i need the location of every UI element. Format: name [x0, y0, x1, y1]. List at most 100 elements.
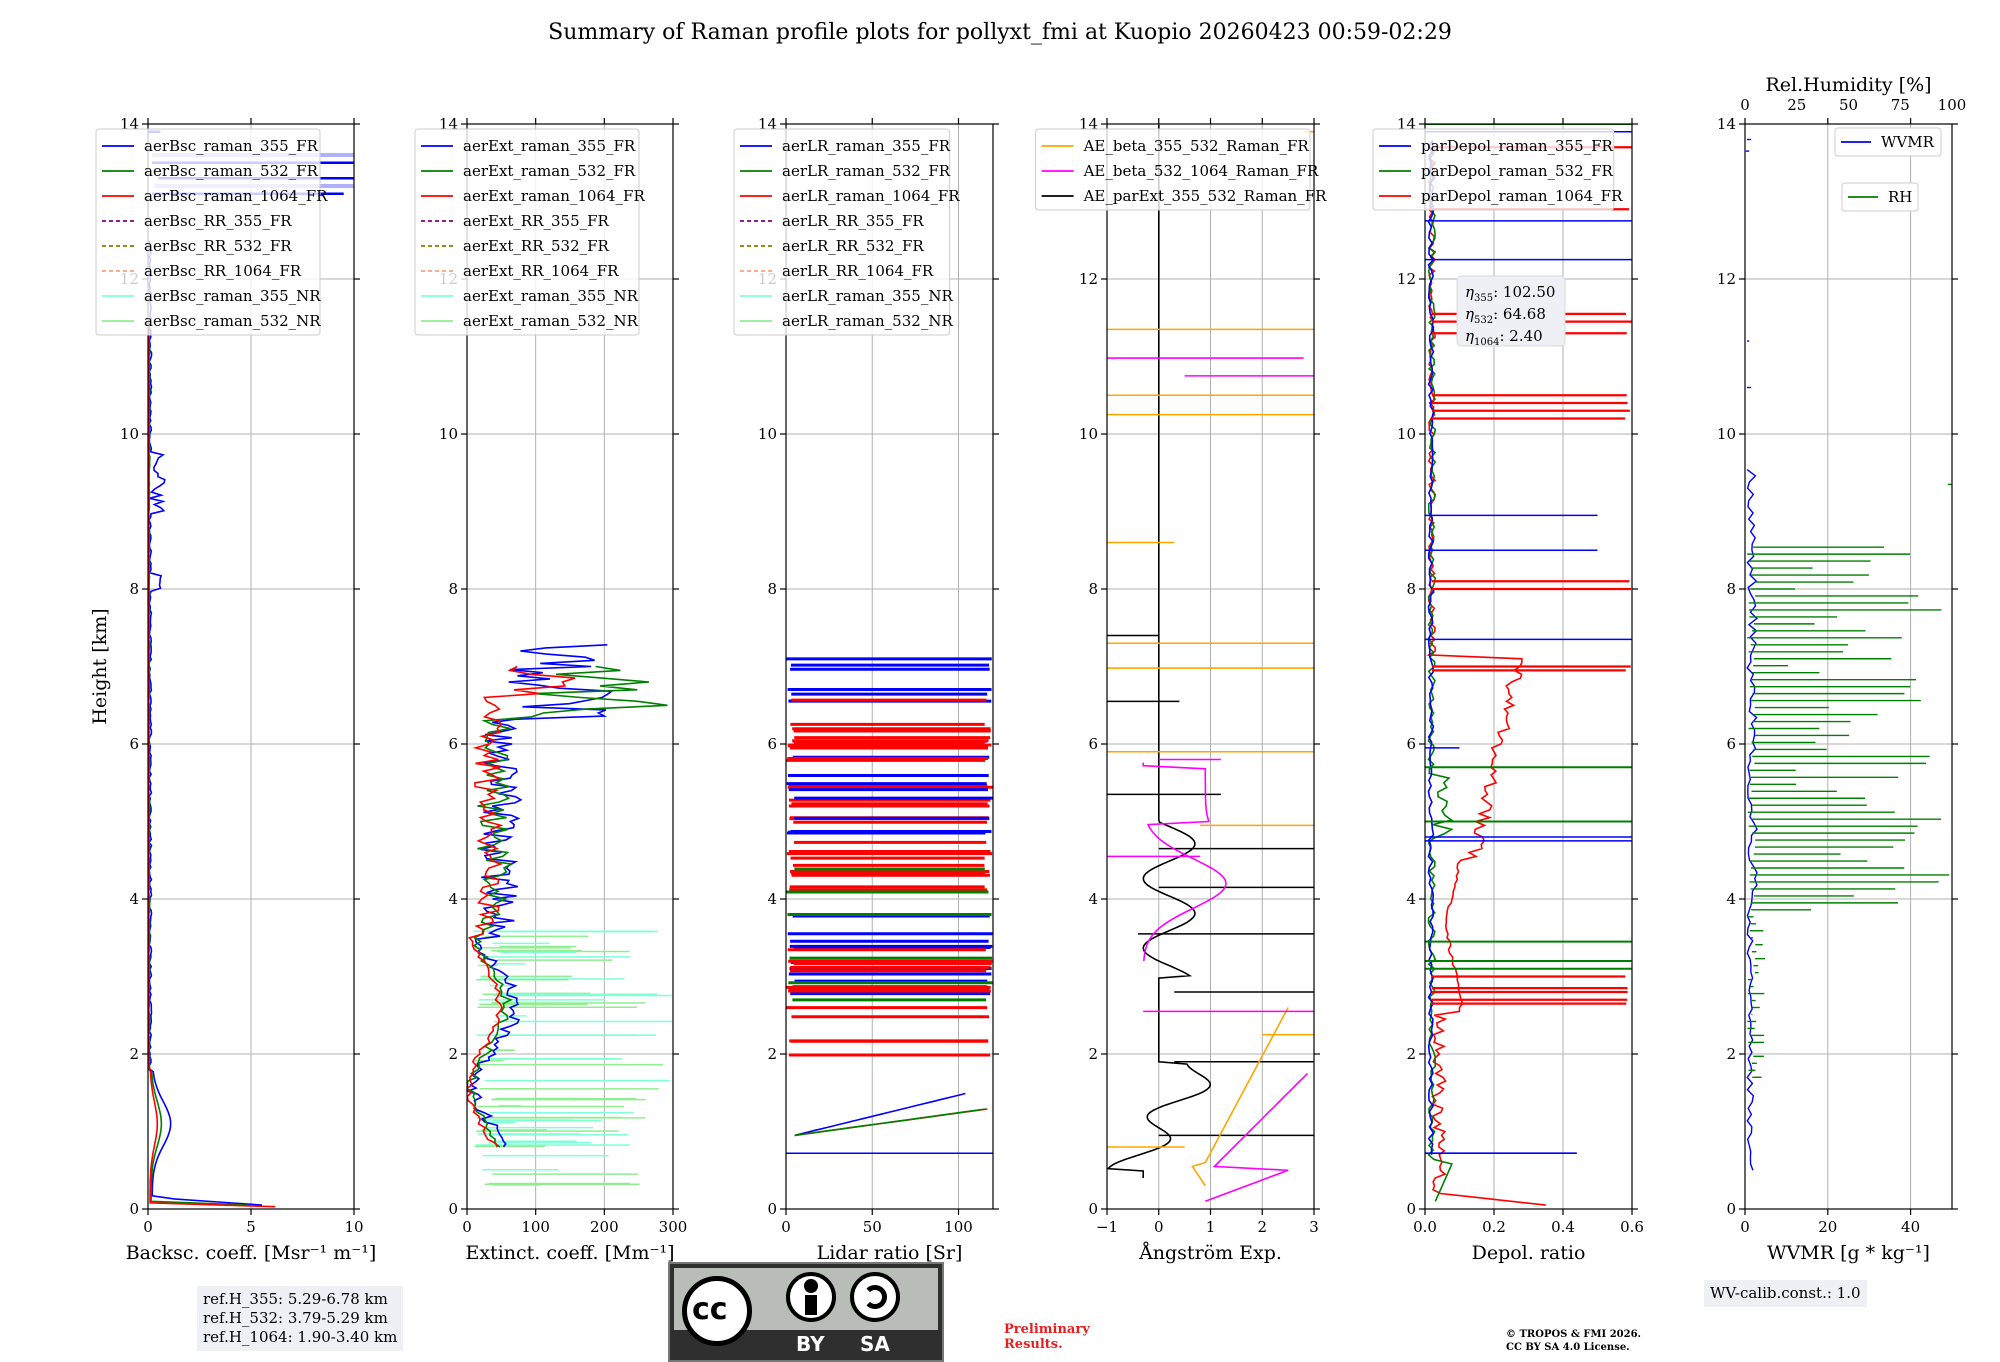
legend-bsc: aerBsc_raman_355_FR aerBsc_raman_532_FRae…: [95, 128, 328, 336]
preliminary-line-2: Results.: [1004, 1337, 1063, 1352]
legend-depol: parDepol_raman_355_FR parDepol_raman_532_…: [1372, 128, 1623, 211]
wv-calib-text: WV-calib.const.: 1.0: [1710, 1284, 1861, 1302]
y-tick-label: 4: [1406, 890, 1416, 908]
series-lr-355-ramp: [794, 1092, 966, 1137]
y-tick-label: 8: [767, 580, 777, 598]
axes-frame: [1744, 123, 1953, 1210]
y-tick-label: 0: [129, 1200, 139, 1218]
x-tick-label: 0: [781, 1218, 791, 1236]
panel-lr: 02468101214050100Lidar ratio [Sr]aerLR_r…: [733, 115, 999, 1264]
legend-box: [1372, 128, 1615, 211]
legend-label: RH: [1888, 188, 1912, 206]
ref-height-1064: ref.H_1064: 1.90-3.40 km: [203, 1328, 398, 1346]
legend-label: aerBsc_raman_355_FR: [144, 137, 319, 155]
y-tick-label: 10: [758, 425, 777, 443]
x-tick-label: 40: [1901, 1218, 1920, 1236]
x-tick-label: 20: [1818, 1218, 1837, 1236]
y-tick-label: 8: [1088, 580, 1098, 598]
legend-box: [1841, 182, 1919, 212]
series-bsc-1064: [148, 319, 276, 1208]
y-axis-label: Height [km]: [89, 608, 111, 724]
y-tick-label: 12: [1397, 270, 1416, 288]
x-axis-label: Lidar ratio [Sr]: [817, 1242, 963, 1264]
legend-label: aerExt_raman_355_NR: [463, 287, 639, 305]
eta-box-bg: [1456, 275, 1566, 347]
x-axis-label: Ångström Exp.: [1138, 1242, 1282, 1264]
by-label: BY: [796, 1332, 825, 1356]
traces-ae: [1107, 124, 1314, 1203]
preliminary-results-note: Preliminary Results.: [1004, 1322, 1090, 1352]
legend-label: aerBsc_raman_355_NR: [144, 287, 321, 305]
legend-wv: WVMR RH: [1834, 127, 1942, 212]
axes-frame: [1424, 123, 1633, 1210]
y-tick-label: 8: [448, 580, 458, 598]
x-tick-label: 0: [143, 1218, 153, 1236]
x2-tick-label: 0: [1740, 96, 1750, 114]
series-ext-355: [467, 644, 614, 1148]
y-tick-label: 8: [129, 580, 139, 598]
y-tick-label: 10: [1079, 425, 1098, 443]
series-ext-1064: [467, 665, 576, 1148]
ref-height-532: ref.H_532: 3.79-5.29 km: [203, 1309, 388, 1327]
x2-tick-label: 50: [1839, 96, 1858, 114]
wv-calibration-box: WV-calib.const.: 1.0: [1704, 1280, 1867, 1307]
axes-frame: [785, 123, 994, 1210]
x-tick-label: 0.0: [1413, 1218, 1437, 1236]
x-tick-label: 5: [246, 1218, 256, 1236]
legend-label: aerLR_RR_532_FR: [782, 237, 924, 255]
y-tick-label: 2: [129, 1045, 139, 1063]
legend-label: AE_parExt_355_532_Raman_FR: [1083, 187, 1328, 205]
y-tick-label: 6: [129, 735, 139, 753]
series-ae-beta-532-1064: [1205, 1072, 1309, 1203]
legend-label: aerLR_raman_532_NR: [782, 312, 953, 330]
cc-logo-icon: [682, 1276, 752, 1346]
y-tick-label: 10: [1717, 425, 1736, 443]
copyright-note: © TROPOS & FMI 2026. CC BY SA 4.0 Licens…: [1506, 1328, 1641, 1354]
legend-label: aerExt_RR_355_FR: [463, 212, 610, 230]
preliminary-line-1: Preliminary: [1004, 1322, 1090, 1337]
figure-title: Summary of Raman profile plots for polly…: [548, 20, 1452, 45]
axes-frame: [466, 123, 674, 1210]
y-tick-label: 8: [1726, 580, 1736, 598]
legend-box: [733, 128, 951, 336]
y-tick-label: 6: [1088, 735, 1098, 753]
x-tick-label: 0.2: [1482, 1218, 1506, 1236]
y-tick-label: 0: [1726, 1200, 1736, 1218]
x-tick-label: −1: [1096, 1218, 1118, 1236]
series-wvmr: [1746, 469, 1758, 1171]
x-tick-label: 300: [659, 1218, 688, 1236]
y-tick-label: 6: [448, 735, 458, 753]
x-axis-label: WVMR [g * kg⁻¹]: [1767, 1242, 1930, 1264]
x-tick-label: 0.4: [1551, 1218, 1575, 1236]
y-tick-label: 10: [439, 425, 458, 443]
x-axis-label: Backsc. coeff. [Msr⁻¹ m⁻¹]: [126, 1242, 377, 1264]
copyright-line-1: © TROPOS & FMI 2026.: [1506, 1329, 1642, 1340]
traces-wv: [1745, 138, 1952, 1171]
legend-label: aerBsc_raman_532_FR: [144, 162, 319, 180]
share-alike-icon-arrow: [863, 1285, 887, 1309]
attribution-icon-head: [804, 1279, 818, 1293]
y-tick-label: 2: [1406, 1045, 1416, 1063]
x-tick-label: 1: [1206, 1218, 1216, 1236]
legend-label: parDepol_raman_532_FR: [1421, 162, 1614, 180]
series-lr-532-ramp: [794, 1108, 986, 1137]
series-bsc-532: [148, 321, 248, 1206]
panel-bsc: 024681012140510Backsc. coeff. [Msr⁻¹ m⁻¹…: [95, 115, 377, 1264]
legend-label: aerBsc_RR_1064_FR: [144, 262, 302, 280]
y-tick-label: 6: [767, 735, 777, 753]
sa-label: SA: [860, 1332, 890, 1356]
legend-box: [1834, 127, 1942, 157]
y-tick-label: 2: [767, 1045, 777, 1063]
legend-lr: aerLR_raman_355_FR aerLR_raman_532_FR aerL…: [733, 128, 960, 336]
x-tick-label: 2: [1257, 1218, 1267, 1236]
x-tick-label: 50: [863, 1218, 882, 1236]
y-tick-label: 2: [448, 1045, 458, 1063]
y-tick-label: 0: [767, 1200, 777, 1218]
legend-label: AE_beta_532_1064_Raman_FR: [1083, 162, 1319, 180]
legend-label: AE_beta_355_532_Raman_FR: [1083, 137, 1310, 155]
series-depol-355: [1427, 139, 1435, 1155]
legend-label: aerLR_RR_355_FR: [782, 212, 924, 230]
legend-label: aerBsc_raman_1064_FR: [144, 187, 328, 205]
